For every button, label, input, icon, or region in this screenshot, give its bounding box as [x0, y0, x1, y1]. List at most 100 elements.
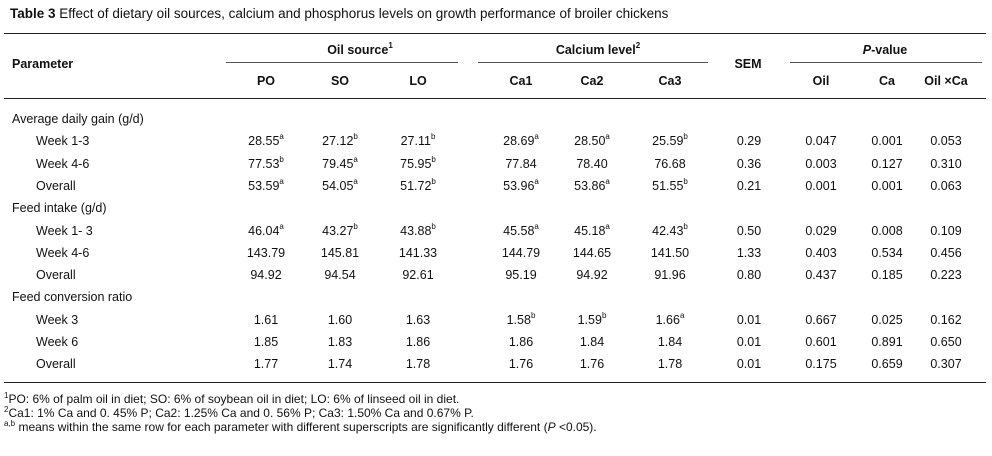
cell-value: 77.84 — [505, 157, 537, 171]
p-value-cell: 0.029 — [805, 224, 837, 238]
significance-letter: b — [683, 177, 688, 186]
data-cell: 144.79 — [486, 245, 556, 261]
row-label: Overall — [36, 268, 76, 282]
cell-value: 45.58 — [503, 224, 535, 238]
table-label: Table 3 — [10, 6, 56, 21]
p-value-cell: 0.185 — [871, 268, 903, 282]
significance-letter: b — [353, 132, 358, 141]
cell-value: 94.92 — [250, 268, 282, 282]
cell-value: 54.05 — [322, 179, 354, 193]
data-cell: 1.86 — [486, 334, 556, 350]
cell-value: 144.65 — [572, 246, 612, 260]
p-value-cell: 0.109 — [930, 224, 962, 238]
table-caption: Table 3 Effect of dietary oil sources, c… — [10, 6, 668, 21]
data-cell: 1.78 — [383, 356, 453, 372]
sem-cell: 0.01 — [736, 335, 762, 349]
data-cell: 77.53b — [231, 156, 301, 172]
significance-letter: a — [605, 177, 610, 186]
row-label: Overall — [36, 179, 76, 193]
data-cell: 1.58b — [486, 312, 556, 328]
data-cell: 94.92 — [557, 267, 627, 283]
cell-value: 51.55 — [652, 179, 684, 193]
sem-header: SEM — [734, 57, 762, 71]
cell-value: 1.78 — [405, 357, 431, 371]
data-cell: 45.18a — [557, 223, 627, 239]
p-value-cell: 0.601 — [805, 335, 837, 349]
section-heading: Feed conversion ratio — [12, 290, 133, 304]
oil-source-underline — [226, 62, 458, 63]
cell-value: 78.40 — [576, 157, 608, 171]
row-label: Overall — [36, 357, 76, 371]
data-cell: 27.12b — [305, 133, 375, 149]
p-value-rest: -value — [871, 43, 908, 57]
cell-value: 1.86 — [405, 335, 431, 349]
cell-value: 45.18 — [574, 224, 606, 238]
p-value-cell: 0.437 — [805, 268, 837, 282]
column-header-po: PO — [256, 74, 276, 88]
cell-value: 53.86 — [574, 179, 606, 193]
cell-value: 95.19 — [505, 268, 537, 282]
cell-value: 53.59 — [248, 179, 280, 193]
section-heading: Feed intake (g/d) — [12, 201, 107, 215]
p-column-header-1: Ca — [879, 74, 895, 88]
p-value-cell: 0.307 — [930, 357, 962, 371]
cell-value: 1.60 — [327, 313, 353, 327]
significance-letter: a — [679, 311, 685, 320]
data-cell: 145.81 — [305, 245, 375, 261]
data-cell: 25.59b — [635, 133, 705, 149]
column-header-ca3: Ca3 — [658, 74, 682, 88]
cell-value: 76.68 — [654, 157, 686, 171]
data-cell: 28.69a — [486, 133, 556, 149]
sem-cell: 0.01 — [736, 357, 762, 371]
footnote-text: PO: 6% of palm oil in diet; SO: 6% of so… — [8, 392, 460, 406]
cell-value: 28.69 — [503, 134, 535, 148]
p-value-cell: 0.001 — [805, 179, 837, 193]
cell-value: 25.59 — [652, 134, 684, 148]
footnote-marker: 2 — [4, 405, 9, 414]
significance-letter: b — [430, 132, 436, 141]
footnote-tail: <0.05). — [555, 420, 597, 434]
data-cell: 1.83 — [305, 334, 375, 350]
data-cell: 79.45a — [305, 156, 375, 172]
footnote-marker: a,b — [4, 419, 16, 428]
calcium-level-sup: 2 — [635, 41, 641, 50]
cell-value: 1.78 — [657, 357, 683, 371]
calcium-level-label: Calcium level — [555, 43, 636, 57]
p-value-underline — [790, 62, 982, 63]
column-header-ca1: Ca1 — [509, 74, 533, 88]
data-cell: 1.84 — [557, 334, 627, 350]
data-cell: 28.55a — [231, 133, 301, 149]
data-cell: 27.11b — [383, 133, 453, 149]
sem-cell: 0.29 — [736, 134, 762, 148]
row-label: Week 1-3 — [36, 134, 90, 148]
p-value-cell: 0.667 — [805, 313, 837, 327]
oil-source-label: Oil source — [327, 43, 389, 57]
header-bottom-rule — [4, 98, 986, 99]
p-value-cell: 0.053 — [930, 134, 962, 148]
calcium-level-underline — [478, 62, 708, 63]
cell-value: 1.85 — [253, 335, 279, 349]
data-cell: 1.77 — [231, 356, 301, 372]
data-cell: 51.55b — [635, 178, 705, 194]
cell-value: 1.86 — [508, 335, 534, 349]
footnote-text: Ca1: 1% Ca and 0. 45% P; Ca2: 1.25% Ca a… — [8, 406, 474, 420]
data-cell: 1.63 — [383, 312, 453, 328]
footnote-italic: P — [547, 420, 556, 434]
p-value-cell: 0.223 — [930, 268, 962, 282]
table-title: Effect of dietary oil sources, calcium a… — [55, 6, 669, 21]
data-cell: 1.66a — [635, 312, 705, 328]
data-cell: 1.74 — [305, 356, 375, 372]
significance-letter: b — [431, 222, 436, 231]
cell-value: 28.50 — [574, 134, 606, 148]
p-value-cell: 0.001 — [871, 134, 903, 148]
significance-letter: a — [353, 177, 358, 186]
cell-value: 144.79 — [501, 246, 541, 260]
footnote: 2Ca1: 1% Ca and 0. 45% P; Ca2: 1.25% Ca … — [4, 405, 474, 421]
significance-letter: a — [534, 132, 539, 141]
parameter-header: Parameter — [12, 57, 74, 71]
p-italic: P — [862, 43, 872, 57]
data-cell: 46.04a — [231, 223, 301, 239]
cell-value: 1.84 — [579, 335, 605, 349]
p-value-cell: 0.025 — [871, 313, 903, 327]
sem-cell: 0.50 — [736, 224, 762, 238]
